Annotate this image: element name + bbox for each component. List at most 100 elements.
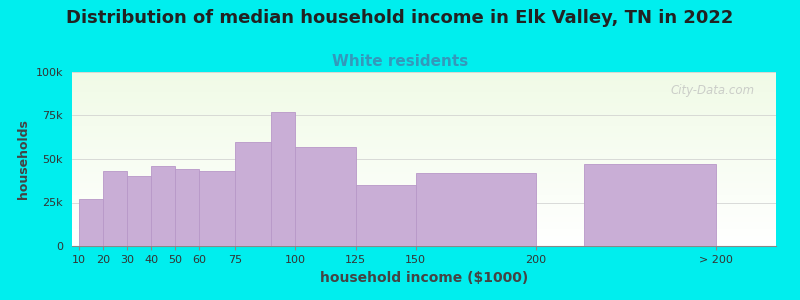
Bar xyxy=(235,142,271,246)
Y-axis label: households: households xyxy=(17,119,30,199)
Bar xyxy=(72,143,776,144)
Bar xyxy=(72,238,776,239)
Bar xyxy=(72,105,776,106)
Bar xyxy=(72,205,776,206)
Bar xyxy=(72,244,776,245)
Bar xyxy=(72,113,776,114)
Bar xyxy=(72,200,776,201)
Bar xyxy=(72,144,776,145)
Bar xyxy=(72,222,776,223)
Bar xyxy=(72,115,776,116)
Bar xyxy=(199,171,235,246)
Bar xyxy=(72,199,776,200)
Bar xyxy=(72,218,776,219)
Text: City-Data.com: City-Data.com xyxy=(670,84,755,97)
Bar xyxy=(72,184,776,185)
Bar xyxy=(72,156,776,157)
Bar xyxy=(72,170,776,171)
Bar xyxy=(72,149,776,150)
Bar xyxy=(72,163,776,164)
Bar xyxy=(72,172,776,173)
Bar xyxy=(72,168,776,169)
Bar xyxy=(72,90,776,91)
Bar xyxy=(127,176,151,246)
Bar xyxy=(72,208,776,209)
Bar xyxy=(72,114,776,115)
Bar xyxy=(72,84,776,85)
Bar xyxy=(72,169,776,170)
Bar xyxy=(72,198,776,199)
Bar xyxy=(72,138,776,139)
Bar xyxy=(72,80,776,81)
Bar xyxy=(72,147,776,148)
Bar xyxy=(72,93,776,94)
Bar xyxy=(72,214,776,215)
Bar xyxy=(72,207,776,208)
Bar xyxy=(72,98,776,99)
Bar xyxy=(72,109,776,110)
Bar xyxy=(72,148,776,149)
Bar xyxy=(72,133,776,134)
Bar xyxy=(72,146,776,147)
X-axis label: household income ($1000): household income ($1000) xyxy=(320,271,528,285)
Bar xyxy=(72,185,776,186)
Bar xyxy=(72,141,776,142)
Bar xyxy=(72,139,776,140)
Bar xyxy=(72,242,776,243)
Bar xyxy=(72,160,776,161)
Bar xyxy=(72,196,776,197)
Bar xyxy=(72,127,776,128)
Bar xyxy=(79,199,103,246)
Bar xyxy=(72,225,776,226)
Bar xyxy=(72,234,776,235)
Bar xyxy=(72,110,776,111)
Bar xyxy=(72,217,776,218)
Bar xyxy=(72,102,776,103)
Bar xyxy=(72,194,776,195)
Bar xyxy=(72,191,776,192)
Bar xyxy=(72,212,776,213)
Bar xyxy=(72,193,776,194)
Bar xyxy=(72,140,776,141)
Bar xyxy=(72,197,776,198)
Bar xyxy=(72,161,776,162)
Bar xyxy=(72,79,776,80)
Bar xyxy=(72,88,776,89)
Bar xyxy=(72,187,776,188)
Bar xyxy=(72,181,776,182)
Bar xyxy=(72,195,776,196)
Bar xyxy=(415,173,536,246)
Bar xyxy=(72,132,776,133)
Bar xyxy=(72,103,776,104)
Bar xyxy=(72,107,776,108)
Bar xyxy=(72,116,776,117)
Bar xyxy=(103,171,127,246)
Bar xyxy=(72,99,776,100)
Bar xyxy=(72,104,776,105)
Bar xyxy=(72,91,776,92)
Bar xyxy=(72,151,776,152)
Bar xyxy=(72,100,776,101)
Bar xyxy=(151,166,175,246)
Bar xyxy=(72,232,776,233)
Bar xyxy=(72,192,776,193)
Bar xyxy=(72,117,776,118)
Bar xyxy=(72,122,776,123)
Bar xyxy=(72,224,776,225)
Bar xyxy=(72,123,776,124)
Bar xyxy=(72,189,776,190)
Bar xyxy=(72,131,776,132)
Bar xyxy=(72,202,776,203)
Bar xyxy=(72,206,776,207)
Bar xyxy=(355,185,415,246)
Bar xyxy=(72,178,776,179)
Bar xyxy=(72,220,776,221)
Bar xyxy=(72,157,776,158)
Bar xyxy=(72,179,776,180)
Bar xyxy=(72,118,776,119)
Bar xyxy=(72,154,776,155)
Bar xyxy=(72,239,776,240)
Bar xyxy=(72,92,776,93)
Bar xyxy=(72,75,776,76)
Bar xyxy=(72,82,776,83)
